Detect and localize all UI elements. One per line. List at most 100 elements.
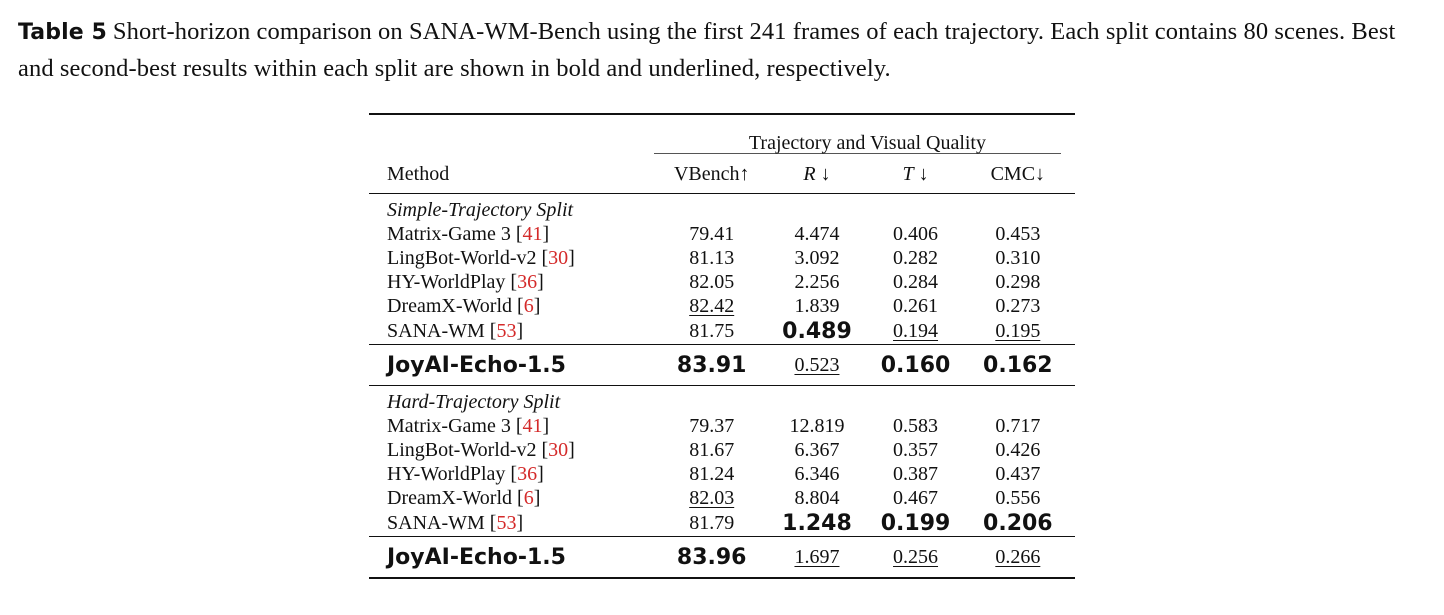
method-name: DreamX-World [6] <box>387 294 541 317</box>
cell-r: 4.474 <box>794 222 840 245</box>
cell-vbench: 81.75 <box>659 318 764 345</box>
cell-r: 1.248 <box>782 510 852 536</box>
col-r-arrow: ↓ <box>815 162 831 185</box>
cell-r: 2.256 <box>794 270 840 293</box>
citation-link[interactable]: 53 <box>496 511 517 534</box>
cell-t: 0.199 <box>880 510 951 536</box>
method-name: LingBot-World-v2 [30] <box>387 438 575 461</box>
citation-link[interactable]: 53 <box>496 319 517 342</box>
ours-row: JoyAI-Echo-1.5 83.91 0.523 0.160 0.162 <box>369 344 1075 386</box>
table-row: HY-WorldPlay [36] 82.05 2.256 0.284 0.29… <box>369 270 1075 294</box>
cell-r: 0.489 <box>782 318 852 344</box>
cell-vbench: 83.96 <box>676 544 747 570</box>
table-row: HY-WorldPlay [36] 81.24 6.346 0.387 0.43… <box>369 462 1075 486</box>
section-title-row: Simple-Trajectory Split <box>369 194 1075 223</box>
cell-t: 0.284 <box>893 270 939 293</box>
citation-link[interactable]: 41 <box>522 414 543 437</box>
section-title: Hard-Trajectory Split <box>387 391 561 413</box>
col-method: Method <box>369 155 660 194</box>
col-t-symbol: T <box>902 162 914 185</box>
cell-vbench: 81.67 <box>689 438 735 461</box>
cell-r: 3.092 <box>794 246 840 269</box>
table-row: Matrix-Game 3 [41] 79.41 4.474 0.406 0.4… <box>369 222 1075 246</box>
caption-label: Table 5 <box>18 20 107 45</box>
cell-vbench: 82.03 <box>689 486 735 509</box>
cell-t: 0.357 <box>893 438 939 461</box>
citation-link[interactable]: 30 <box>548 246 569 269</box>
cell-vbench: 81.24 <box>689 462 735 485</box>
table-row: DreamX-World [6] 82.03 8.804 0.467 0.556 <box>369 486 1075 510</box>
cell-cmc: 0.437 <box>995 462 1041 485</box>
cell-r: 12.819 <box>789 414 845 437</box>
cell-cmc: 0.310 <box>995 246 1041 269</box>
method-name: DreamX-World [6] <box>387 486 541 509</box>
method-name: LingBot-World-v2 [30] <box>387 246 575 269</box>
cell-r: 6.367 <box>794 438 840 461</box>
cell-t: 0.387 <box>893 462 939 485</box>
col-vbench: VBench↑ <box>659 155 764 194</box>
cell-t: 0.261 <box>893 294 939 317</box>
table-row: SANA-WM [53] 81.79 1.248 0.199 0.206 <box>369 510 1075 537</box>
cell-cmc: 0.273 <box>995 294 1041 317</box>
cell-vbench: 79.41 <box>689 222 735 245</box>
method-label: LingBot-World-v2 <box>387 246 542 269</box>
cell-cmc: 0.266 <box>995 545 1041 568</box>
cell-t: 0.406 <box>893 222 939 245</box>
section-title-row: Hard-Trajectory Split <box>369 386 1075 415</box>
method-label: Matrix-Game 3 <box>387 222 516 245</box>
col-r-symbol: R <box>803 162 816 185</box>
table-row: Matrix-Game 3 [41] 79.37 12.819 0.583 0.… <box>369 414 1075 438</box>
cell-r: 1.697 <box>794 545 840 568</box>
cell-vbench: 82.05 <box>689 270 735 293</box>
cell-vbench: 81.79 <box>659 510 764 537</box>
cell-t: 0.256 <box>893 545 939 568</box>
cell-vbench: 79.37 <box>689 414 735 437</box>
cell-cmc: 0.556 <box>995 486 1041 509</box>
citation-link[interactable]: 36 <box>517 462 538 485</box>
group-header: Trajectory and Visual Quality <box>659 113 1075 155</box>
cell-t: 0.160 <box>880 352 951 378</box>
cell-r: 1.839 <box>794 294 840 317</box>
caption-text: Short-horizon comparison on SANA-WM-Benc… <box>18 18 1396 82</box>
method-label: DreamX-World <box>387 294 518 317</box>
table-row: DreamX-World [6] 82.42 1.839 0.261 0.273 <box>369 294 1075 318</box>
results-table: Trajectory and Visual Quality Method VBe… <box>369 113 1075 579</box>
col-t-arrow: ↓ <box>913 162 929 185</box>
citation-link[interactable]: 36 <box>517 270 538 293</box>
method-label: SANA-WM <box>387 511 490 534</box>
cell-cmc: 0.717 <box>995 414 1041 437</box>
ours-method-name: JoyAI-Echo-1.5 <box>387 544 566 570</box>
method-name: SANA-WM [53] <box>369 510 660 537</box>
method-label: Matrix-Game 3 <box>387 414 516 437</box>
method-name: Matrix-Game 3 [41] <box>387 414 550 437</box>
method-name: HY-WorldPlay [36] <box>387 270 544 293</box>
cell-r: 8.804 <box>794 486 840 509</box>
method-label: HY-WorldPlay <box>387 270 511 293</box>
cell-vbench: 83.91 <box>676 352 747 378</box>
col-r: R ↓ <box>763 155 871 194</box>
method-label: DreamX-World <box>387 486 518 509</box>
col-t: T ↓ <box>870 155 961 194</box>
cell-cmc: 0.162 <box>983 352 1053 378</box>
citation-link[interactable]: 6 <box>523 486 534 509</box>
cell-r: 6.346 <box>794 462 840 485</box>
method-name: HY-WorldPlay [36] <box>387 462 544 485</box>
cell-vbench: 82.42 <box>689 294 735 317</box>
ours-row: JoyAI-Echo-1.5 83.96 1.697 0.256 0.266 <box>369 536 1075 579</box>
cell-cmc: 0.453 <box>995 222 1041 245</box>
method-name: Matrix-Game 3 [41] <box>387 222 550 245</box>
citation-link[interactable]: 6 <box>523 294 534 317</box>
citation-link[interactable]: 41 <box>522 222 543 245</box>
ours-method-name: JoyAI-Echo-1.5 <box>387 352 566 378</box>
cell-cmc: 0.426 <box>995 438 1041 461</box>
citation-link[interactable]: 30 <box>548 438 569 461</box>
cell-t: 0.282 <box>893 246 939 269</box>
cell-t: 0.583 <box>893 414 939 437</box>
section-title: Simple-Trajectory Split <box>387 199 574 221</box>
method-name: SANA-WM [53] <box>369 318 660 345</box>
col-cmc: CMC↓ <box>960 155 1075 194</box>
group-header-row: Trajectory and Visual Quality <box>369 113 1075 155</box>
cell-cmc: 0.298 <box>995 270 1041 293</box>
cell-cmc: 0.206 <box>983 510 1053 536</box>
table-row: LingBot-World-v2 [30] 81.13 3.092 0.282 … <box>369 246 1075 270</box>
